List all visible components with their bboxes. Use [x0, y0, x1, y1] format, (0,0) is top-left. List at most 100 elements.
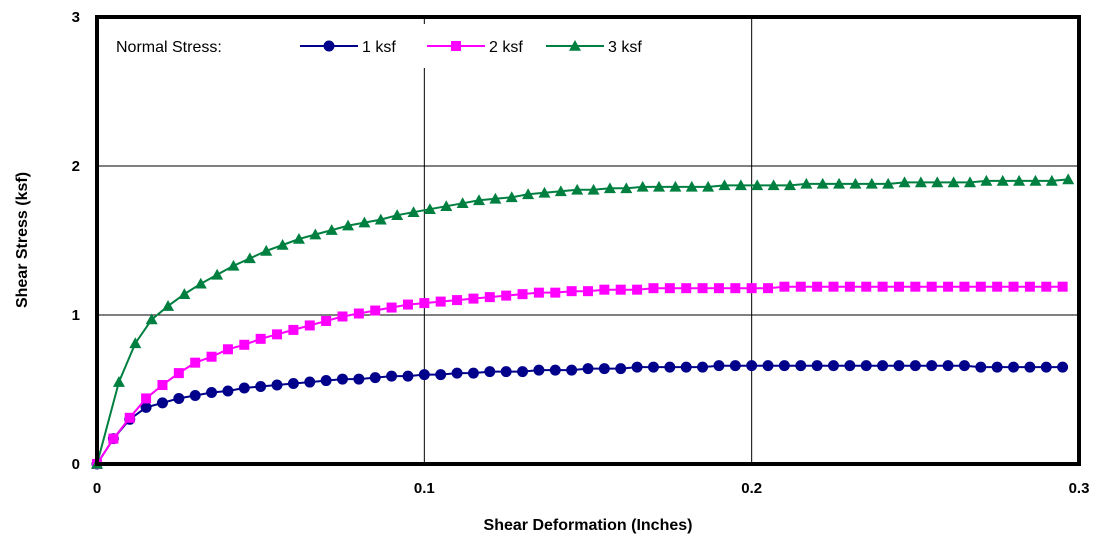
legend: Normal Stress: 1 ksf 2 ksf 3 ksf	[103, 24, 663, 68]
data-point	[812, 281, 823, 292]
data-point	[566, 286, 577, 297]
data-point	[337, 311, 348, 322]
data-point	[342, 219, 355, 231]
data-point	[636, 180, 649, 192]
data-point	[418, 369, 430, 381]
data-point	[893, 281, 904, 292]
data-point	[582, 363, 594, 375]
data-point	[718, 179, 731, 191]
legend-item: 1 ksf	[300, 39, 396, 56]
data-point	[288, 324, 299, 335]
data-point	[680, 361, 692, 373]
data-point	[746, 283, 757, 294]
data-point	[190, 357, 201, 368]
data-point	[653, 180, 666, 192]
data-point	[615, 284, 626, 295]
data-point	[828, 360, 839, 372]
data-point	[538, 186, 551, 198]
series-3	[91, 173, 1075, 469]
data-point	[697, 361, 709, 373]
x-axis-title: Shear Deformation (Inches)	[484, 517, 693, 534]
y-tick-label: 3	[72, 9, 80, 26]
data-point	[435, 296, 446, 307]
data-point	[468, 293, 479, 304]
data-point	[108, 433, 119, 444]
data-point	[816, 177, 829, 189]
data-point	[238, 382, 250, 394]
data-point	[321, 315, 332, 326]
tick-labels: 0 0.1 0.2 0.3 0 1 2 3	[72, 9, 1090, 497]
data-point	[648, 283, 659, 294]
data-point	[664, 361, 676, 373]
data-point	[189, 389, 201, 401]
data-point	[435, 369, 447, 381]
data-point	[865, 177, 878, 189]
data-point	[1041, 281, 1052, 292]
data-point	[828, 281, 839, 292]
data-point	[325, 224, 338, 235]
data-point	[353, 373, 365, 385]
data-point	[963, 176, 976, 188]
data-point	[1029, 174, 1042, 186]
data-point	[1057, 281, 1068, 292]
data-point	[877, 360, 889, 372]
data-point	[309, 228, 322, 240]
data-point	[550, 287, 561, 298]
data-point	[533, 364, 545, 376]
data-point	[472, 194, 485, 206]
data-point	[959, 281, 970, 292]
data-point	[501, 290, 512, 301]
data-point	[685, 180, 698, 192]
data-point	[980, 174, 993, 186]
data-point	[374, 213, 387, 225]
data-point	[795, 360, 807, 372]
data-point	[549, 364, 561, 376]
data-point	[992, 281, 1003, 292]
legend-marker	[451, 41, 461, 51]
data-point	[178, 288, 191, 299]
legend-label: 3 ksf	[608, 39, 642, 56]
data-point	[1008, 361, 1020, 373]
grid-lines	[97, 17, 1079, 464]
data-point	[276, 238, 289, 250]
data-point	[795, 281, 806, 292]
data-point	[882, 177, 895, 189]
series-1	[91, 360, 1069, 470]
data-point	[664, 283, 675, 294]
data-point	[1024, 361, 1036, 373]
data-point	[423, 203, 436, 215]
data-point	[243, 252, 256, 264]
data-point	[353, 308, 364, 319]
data-point	[304, 376, 316, 388]
data-point	[287, 378, 299, 390]
data-point	[456, 197, 469, 209]
data-point	[1057, 361, 1069, 373]
data-point	[702, 180, 715, 192]
data-point	[255, 333, 266, 344]
data-point	[194, 277, 207, 289]
data-point	[239, 339, 250, 350]
data-point	[255, 381, 267, 393]
data-point	[931, 176, 944, 188]
data-point	[991, 361, 1003, 373]
series-line	[96, 178, 1069, 465]
data-point	[779, 281, 790, 292]
data-point	[222, 385, 234, 397]
legend-items: 1 ksf 2 ksf 3 ksf	[300, 39, 642, 56]
data-point	[647, 361, 659, 373]
series-line	[96, 285, 1063, 465]
data-point	[129, 337, 142, 349]
data-point	[811, 360, 823, 372]
data-point	[402, 370, 414, 382]
x-tick-label: 0	[93, 480, 101, 497]
series-line	[96, 364, 1063, 465]
x-tick-label: 0.1	[414, 480, 435, 497]
data-point	[554, 185, 567, 197]
x-tick-label: 0.3	[1069, 480, 1090, 497]
data-point	[1024, 281, 1035, 292]
data-point	[583, 286, 593, 297]
data-point	[926, 360, 938, 372]
data-point	[844, 360, 856, 372]
data-point	[783, 179, 796, 191]
